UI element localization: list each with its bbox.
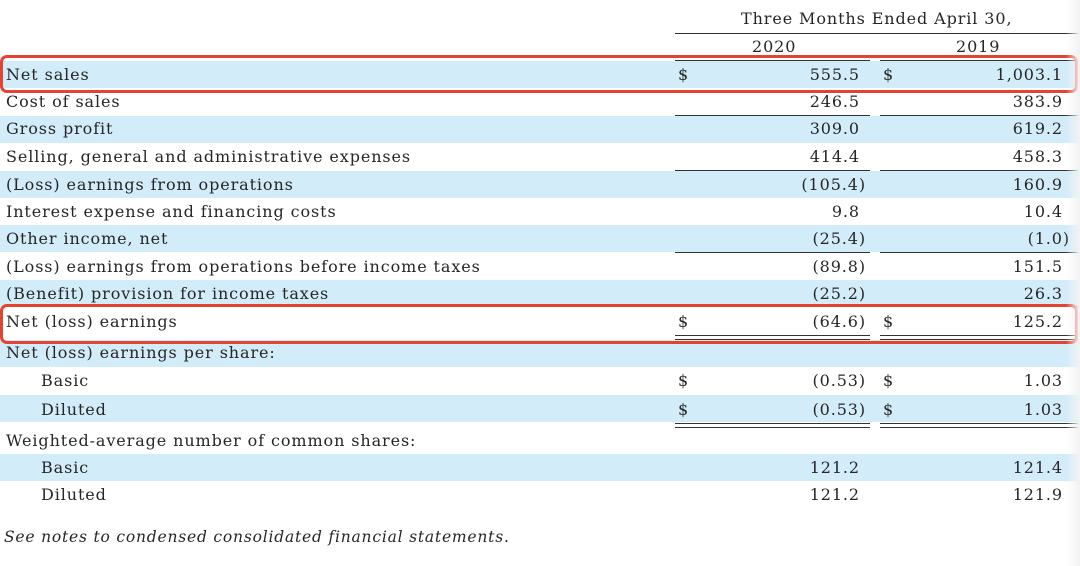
value-2020: (25.2) <box>812 284 866 303</box>
subtotal-rule-2019 <box>880 115 1078 116</box>
header-rule <box>675 33 1078 34</box>
subtotal-rule-2020 <box>675 170 870 171</box>
value-2019: 10.4 <box>1023 202 1063 221</box>
table-row: Net (loss) earnings per share: <box>0 340 1080 367</box>
row-label: Net (loss) earnings <box>6 312 178 331</box>
total-double-rule-2020 <box>675 335 870 340</box>
table-row: Basic 121.2 121.4 <box>0 454 1080 481</box>
row-label: Diluted <box>41 400 107 419</box>
value-2020: (105.4) <box>801 175 866 194</box>
value-2020: 555.5 <box>809 65 860 84</box>
dollar-sign: $ <box>678 400 689 419</box>
footnote: See notes to condensed consolidated fina… <box>4 528 510 546</box>
subtotal-rule-2020 <box>675 252 870 253</box>
row-label: (Loss) earnings from operations <box>6 175 294 194</box>
col-2019-header: 2019 <box>956 37 1001 56</box>
table-row: (Loss) earnings from operations (105.4) … <box>0 171 1080 198</box>
table-row: Cost of sales 246.5 383.9 <box>0 89 1080 116</box>
value-2020: 414.4 <box>809 147 860 166</box>
row-label: Cost of sales <box>6 92 121 111</box>
value-2019: 619.2 <box>1012 119 1063 138</box>
value-2019: 121.9 <box>1012 485 1063 504</box>
highlight-net-earnings <box>0 304 1078 344</box>
value-2020: 121.2 <box>809 458 860 477</box>
total-double-rule-2019 <box>880 335 1078 340</box>
edge-fade <box>1066 0 1080 566</box>
value-2019: 383.9 <box>1012 92 1063 111</box>
table-row: Weighted-average number of common shares… <box>0 427 1080 454</box>
value-2020: 9.8 <box>831 202 860 221</box>
value-2020: (89.8) <box>812 257 866 276</box>
table-row: Diluted $ (0.53) $ 1.03 <box>0 395 1080 422</box>
row-label: Selling, general and administrative expe… <box>6 147 412 166</box>
value-2019: 458.3 <box>1012 147 1063 166</box>
dollar-sign: $ <box>883 371 894 390</box>
dollar-sign: $ <box>678 371 689 390</box>
section-label: Weighted-average number of common shares… <box>6 431 417 450</box>
value-2019: (1.0) <box>1027 229 1070 248</box>
value-2020: (25.4) <box>812 229 866 248</box>
table-row: Net (loss) earnings $ (64.6) $ 125.2 <box>0 308 1080 335</box>
dollar-sign: $ <box>678 65 689 84</box>
value-2019: 1.03 <box>1023 371 1063 390</box>
table-row: Selling, general and administrative expe… <box>0 143 1080 170</box>
value-2020: 121.2 <box>809 485 860 504</box>
eps-double-rule-2020 <box>675 423 870 428</box>
period-header: Three Months Ended April 30, <box>741 9 1013 28</box>
eps-double-rule-2019 <box>880 423 1078 428</box>
highlight-net-sales <box>0 55 1078 93</box>
row-label: Basic <box>41 371 90 390</box>
subtotal-rule-2020 <box>675 115 870 116</box>
subtotal-rule-2019 <box>880 252 1078 253</box>
row-label: Net sales <box>6 65 90 84</box>
table-row: (Loss) earnings from operations before i… <box>0 253 1080 280</box>
dollar-sign: $ <box>883 312 894 331</box>
dollar-sign: $ <box>883 65 894 84</box>
table-row: Net sales $ 555.5 $ 1,003.1 <box>0 61 1080 88</box>
row-label: Basic <box>41 458 90 477</box>
row-label: (Loss) earnings from operations before i… <box>6 257 481 276</box>
dollar-sign: $ <box>883 400 894 419</box>
row-label: (Benefit) provision for income taxes <box>6 284 330 303</box>
value-2019: 26.3 <box>1023 284 1063 303</box>
value-2020: (64.6) <box>812 312 866 331</box>
table-row: Gross profit 309.0 619.2 <box>0 116 1080 143</box>
table-row: Interest expense and financing costs 9.8… <box>0 198 1080 225</box>
row-label: Interest expense and financing costs <box>6 202 337 221</box>
col-2020-header: 2020 <box>752 37 797 56</box>
header-rule-2019 <box>880 60 1078 61</box>
value-2020: 309.0 <box>809 119 860 138</box>
table-row: Diluted 121.2 121.9 <box>0 481 1080 508</box>
value-2019: 1,003.1 <box>995 65 1063 84</box>
row-label: Other income, net <box>6 229 169 248</box>
table-row: Basic $ (0.53) $ 1.03 <box>0 367 1080 394</box>
value-2020: (0.53) <box>812 400 866 419</box>
row-label: Gross profit <box>6 119 114 138</box>
value-2019: 151.5 <box>1012 257 1063 276</box>
table-row: Other income, net (25.4) (1.0) <box>0 225 1080 252</box>
value-2019: 125.2 <box>1012 312 1063 331</box>
value-2020: 246.5 <box>809 92 860 111</box>
value-2019: 160.9 <box>1012 175 1063 194</box>
header-rule-2020 <box>675 60 870 61</box>
value-2020: (0.53) <box>812 371 866 390</box>
table-row: (Benefit) provision for income taxes (25… <box>0 280 1080 307</box>
section-label: Net (loss) earnings per share: <box>6 343 276 362</box>
value-2019: 121.4 <box>1012 458 1063 477</box>
value-2019: 1.03 <box>1023 400 1063 419</box>
subtotal-rule-2019 <box>880 170 1078 171</box>
row-label: Diluted <box>41 485 107 504</box>
dollar-sign: $ <box>678 312 689 331</box>
